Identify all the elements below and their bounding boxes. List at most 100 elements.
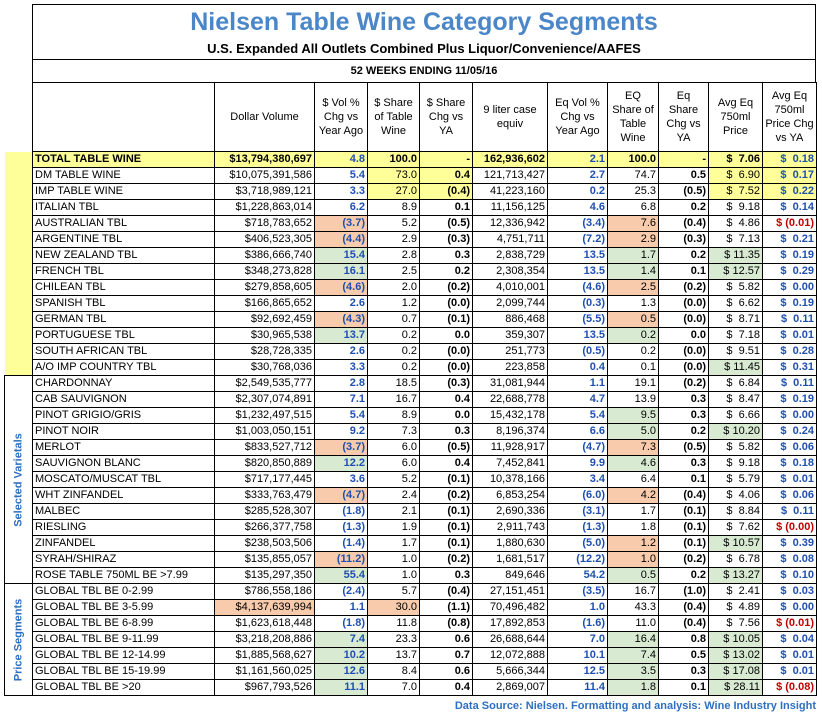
- cell: 12.6: [314, 663, 368, 680]
- data-row: ITALIAN TBL $1,228,863,014 6.2 8.9 0.1 11,156…: [5, 199, 817, 216]
- cell: 7.0: [547, 631, 608, 648]
- cell: 1,681,517: [472, 551, 548, 568]
- cell: $ 10.20: [708, 423, 763, 440]
- cell: $ 0.11: [762, 311, 817, 328]
- cell: 0.3: [658, 663, 709, 680]
- cell: 0.2: [658, 423, 709, 440]
- cell: 0.3: [658, 407, 709, 424]
- cell: (1.8): [314, 615, 368, 632]
- data-row: CAB SAUVIGNON $2,307,074,891 7.1 16.7 0.4 22,…: [5, 391, 817, 408]
- cell: 0.5: [607, 311, 659, 328]
- cell: (11.2): [314, 551, 368, 568]
- data-row: GLOBAL TBL BE 3-5.99 $4,137,639,994 1.1 30.…: [5, 599, 817, 616]
- cell: 4.8: [314, 151, 368, 168]
- cell: $ 0.11: [762, 503, 817, 520]
- data-row: Price Segments GLOBAL TBL BE 0-2.99 $786,5…: [4, 583, 817, 696]
- cell: 0.4: [419, 167, 473, 184]
- side-label-cell: Selected Varietals: [4, 375, 33, 584]
- cell: $ 0.39: [762, 535, 817, 552]
- cell: 3.3: [314, 183, 368, 200]
- cell: $ 0.14: [762, 199, 817, 216]
- row-label: GLOBAL TBL BE 3-5.99: [32, 599, 215, 616]
- data-row: A/O IMP COUNTRY TBL $30,768,036 3.3 0.2 (0.0…: [5, 359, 817, 376]
- cell: 0.8: [658, 631, 709, 648]
- cell: $ 5.82: [708, 279, 763, 296]
- cell: (1.1): [419, 599, 473, 616]
- cell: 1.0: [607, 551, 659, 568]
- cell: 1.3: [607, 295, 659, 312]
- row-label: AUSTRALIAN TBL: [32, 215, 215, 232]
- cell: (0.2): [658, 279, 709, 296]
- cell: $348,273,828: [214, 263, 315, 280]
- data-row: IMP TABLE WINE $3,718,989,121 3.3 27.0 (0.4)…: [5, 183, 817, 200]
- cell: (0.0): [658, 359, 709, 376]
- cell: 849,646: [472, 567, 548, 584]
- cell: 7.4: [607, 647, 659, 664]
- row-label: SYRAH/SHIRAZ: [32, 551, 215, 568]
- cell: (4.3): [314, 311, 368, 328]
- cell: $ 7.06: [708, 151, 763, 168]
- cell: $ 12.57: [708, 263, 763, 280]
- cell: 4.6: [607, 455, 659, 472]
- cell: 7.3: [367, 423, 420, 440]
- cell: 74.7: [607, 167, 659, 184]
- cell: 0.2: [658, 247, 709, 264]
- cell: $266,377,758: [214, 519, 315, 536]
- cell: $ 0.10: [762, 567, 817, 584]
- cell: 0.6: [419, 631, 473, 648]
- cell: $ 6.90: [708, 167, 763, 184]
- cell: (0.2): [419, 487, 473, 504]
- cell: $ 0.04: [762, 631, 817, 648]
- cell: 0.3: [658, 455, 709, 472]
- cell: 8,196,374: [472, 423, 548, 440]
- data-row: GLOBAL TBL BE >20 $967,793,526 11.1 7.0 0.4 2…: [5, 679, 817, 696]
- cell: 1.7: [367, 535, 420, 552]
- cell: 100.0: [367, 151, 420, 168]
- cell: 1.8: [607, 519, 659, 536]
- data-row: ARGENTINE TBL $406,523,305 (4.4) 2.9 (0.3) 4,…: [5, 231, 817, 248]
- cell: (0.1): [419, 471, 473, 488]
- cell: 54.2: [547, 567, 608, 584]
- row-label: MALBEC: [32, 503, 215, 520]
- data-row: MOSCATO/MUSCAT TBL $717,177,445 3.6 5.2 (0.1…: [5, 471, 817, 488]
- cell: 5.4: [547, 407, 608, 424]
- cell: 11,928,917: [472, 439, 548, 456]
- cell: 4.2: [607, 487, 659, 504]
- row-label: CHARDONNAY: [32, 375, 215, 392]
- cell: 31,081,944: [472, 375, 548, 392]
- cell: 13.7: [367, 647, 420, 664]
- data-row: PINOT NOIR $1,003,050,151 9.2 7.3 0.3 8,196,3…: [5, 423, 817, 440]
- cell: 2.5: [367, 263, 420, 280]
- cell: (4.7): [314, 487, 368, 504]
- cell: 22,688,778: [472, 391, 548, 408]
- cell: $238,503,506: [214, 535, 315, 552]
- cell: 0.3: [419, 247, 473, 264]
- cell: 16.7: [607, 583, 659, 600]
- cell: 0.4: [419, 391, 473, 408]
- row-label: PINOT GRIGIO/GRIS: [32, 407, 215, 424]
- cell: $ 0.18: [762, 455, 817, 472]
- cell: 11.0: [607, 615, 659, 632]
- cell: 0.2: [367, 343, 420, 360]
- cell: 0.4: [419, 679, 473, 696]
- cell: (0.5): [419, 439, 473, 456]
- data-row: GLOBAL TBL BE 6-8.99 $1,623,618,448 (1.8) 1…: [5, 615, 817, 632]
- cell: -: [419, 151, 473, 168]
- cell: 5.7: [367, 583, 420, 600]
- cell: 17,892,853: [472, 615, 548, 632]
- cell: (0.0): [419, 343, 473, 360]
- cell: $135,297,350: [214, 567, 315, 584]
- cell: 0.5: [658, 167, 709, 184]
- cell: $ 6.62: [708, 295, 763, 312]
- cell: (5.0): [547, 535, 608, 552]
- cell: 13.5: [547, 263, 608, 280]
- cell: 13.5: [547, 247, 608, 264]
- cell: $ 0.01: [762, 663, 817, 680]
- side-label: Selected Varietals: [12, 432, 24, 527]
- cell: $ 0.08: [762, 551, 817, 568]
- row-label: GLOBAL TBL BE 15-19.99: [32, 663, 215, 680]
- cell: $ 17.08: [708, 663, 763, 680]
- cell: $833,527,712: [214, 439, 315, 456]
- cell: 0.1: [658, 679, 709, 696]
